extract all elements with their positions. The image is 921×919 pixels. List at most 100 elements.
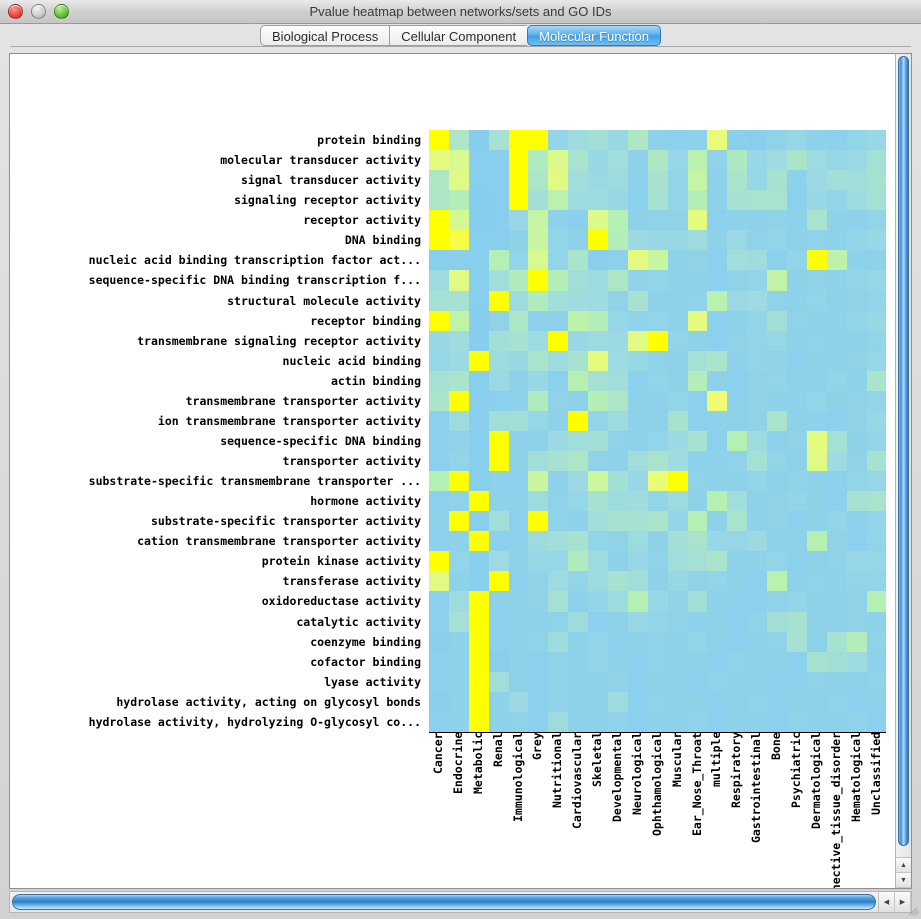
heatmap-cell[interactable] — [806, 491, 827, 512]
heatmap-cell[interactable] — [608, 451, 628, 472]
heatmap-cell[interactable] — [508, 310, 529, 331]
heatmap-cell[interactable] — [866, 671, 887, 692]
heatmap-cell[interactable] — [488, 230, 509, 251]
heatmap-cell[interactable] — [468, 511, 489, 532]
heatmap-cell[interactable] — [667, 210, 688, 231]
heatmap-cell[interactable] — [767, 551, 788, 572]
heatmap-cell[interactable] — [707, 651, 728, 672]
heatmap-cell[interactable] — [727, 310, 748, 331]
heatmap-cell[interactable] — [647, 210, 668, 231]
heatmap-cell[interactable] — [528, 210, 549, 231]
heatmap-cell[interactable] — [707, 230, 728, 251]
heatmap-cell[interactable] — [528, 631, 549, 652]
heatmap-cell[interactable] — [767, 531, 788, 552]
heatmap-cell[interactable] — [528, 310, 549, 331]
heatmap-cell[interactable] — [767, 310, 788, 331]
heatmap-cell[interactable] — [667, 571, 688, 592]
heatmap-cell[interactable] — [608, 150, 628, 171]
heatmap-cell[interactable] — [588, 410, 609, 431]
heatmap-cell[interactable] — [687, 230, 708, 251]
heatmap-cell[interactable] — [687, 711, 708, 732]
heatmap-cell[interactable] — [528, 491, 549, 512]
heatmap-cell[interactable] — [608, 691, 628, 712]
heatmap-cell[interactable] — [787, 330, 807, 351]
heatmap-cell[interactable] — [548, 471, 569, 492]
heatmap-cell[interactable] — [727, 631, 748, 652]
heatmap-cell[interactable] — [806, 591, 827, 612]
heatmap-cell[interactable] — [608, 430, 628, 451]
heatmap-cell[interactable] — [787, 691, 807, 712]
heatmap-cell[interactable] — [747, 471, 768, 492]
heatmap-cell[interactable] — [429, 310, 449, 331]
heatmap-cell[interactable] — [528, 390, 549, 411]
heatmap-cell[interactable] — [866, 491, 887, 512]
heatmap-cell[interactable] — [548, 611, 569, 632]
heatmap-cell[interactable] — [667, 511, 688, 532]
vertical-scroll-thumb[interactable] — [898, 56, 909, 846]
heatmap-cell[interactable] — [588, 250, 609, 271]
heatmap-cell[interactable] — [528, 671, 549, 692]
heatmap-cell[interactable] — [568, 150, 589, 171]
heatmap-cell[interactable] — [468, 390, 489, 411]
heatmap-cell[interactable] — [488, 170, 509, 191]
heatmap-cell[interactable] — [806, 511, 827, 532]
heatmap-cell[interactable] — [448, 511, 469, 532]
heatmap-cell[interactable] — [568, 471, 589, 492]
heatmap-cell[interactable] — [707, 511, 728, 532]
heatmap-cell[interactable] — [707, 150, 728, 171]
heatmap-cell[interactable] — [468, 491, 489, 512]
heatmap-cell[interactable] — [508, 210, 529, 231]
heatmap-cell[interactable] — [608, 511, 628, 532]
heatmap-cell[interactable] — [846, 410, 867, 431]
heatmap-cell[interactable] — [747, 551, 768, 572]
heatmap-cell[interactable] — [608, 130, 628, 151]
heatmap-cell[interactable] — [448, 691, 469, 712]
heatmap-cell[interactable] — [687, 430, 708, 451]
heatmap-cell[interactable] — [687, 390, 708, 411]
heatmap-cell[interactable] — [548, 230, 569, 251]
heatmap-cell[interactable] — [429, 651, 449, 672]
heatmap-cell[interactable] — [787, 671, 807, 692]
heatmap-cell[interactable] — [508, 230, 529, 251]
heatmap-cell[interactable] — [528, 190, 549, 211]
heatmap-cell[interactable] — [767, 270, 788, 291]
heatmap-cell[interactable] — [767, 290, 788, 311]
heatmap-cell[interactable] — [468, 691, 489, 712]
heatmap-cell[interactable] — [806, 471, 827, 492]
heatmap-cell[interactable] — [647, 551, 668, 572]
heatmap-cell[interactable] — [787, 511, 807, 532]
heatmap-cell[interactable] — [448, 471, 469, 492]
heatmap-cell[interactable] — [826, 631, 847, 652]
heatmap-cell[interactable] — [866, 390, 887, 411]
heatmap-cell[interactable] — [548, 591, 569, 612]
heatmap-grid[interactable] — [429, 130, 887, 733]
heatmap-cell[interactable] — [787, 551, 807, 572]
heatmap-cell[interactable] — [548, 130, 569, 151]
heatmap-cell[interactable] — [468, 531, 489, 552]
heatmap-cell[interactable] — [488, 551, 509, 572]
heatmap-cell[interactable] — [687, 471, 708, 492]
heatmap-cell[interactable] — [429, 210, 449, 231]
heatmap-cell[interactable] — [846, 350, 867, 371]
heatmap-cell[interactable] — [826, 390, 847, 411]
heatmap-cell[interactable] — [787, 410, 807, 431]
heatmap-cell[interactable] — [448, 611, 469, 632]
heatmap-cell[interactable] — [528, 471, 549, 492]
heatmap-cell[interactable] — [707, 531, 728, 552]
heatmap-cell[interactable] — [687, 350, 708, 371]
heatmap-cell[interactable] — [707, 631, 728, 652]
heatmap-cell[interactable] — [846, 150, 867, 171]
heatmap-cell[interactable] — [468, 591, 489, 612]
heatmap-cell[interactable] — [627, 671, 648, 692]
heatmap-cell[interactable] — [548, 711, 569, 732]
heatmap-cell[interactable] — [488, 270, 509, 291]
heatmap-cell[interactable] — [568, 250, 589, 271]
heatmap-cell[interactable] — [429, 330, 449, 351]
heatmap-cell[interactable] — [548, 631, 569, 652]
heatmap-cell[interactable] — [528, 330, 549, 351]
heatmap-cell[interactable] — [548, 330, 569, 351]
heatmap-cell[interactable] — [687, 210, 708, 231]
heatmap-cell[interactable] — [787, 491, 807, 512]
heatmap-cell[interactable] — [707, 310, 728, 331]
heatmap-cell[interactable] — [627, 691, 648, 712]
